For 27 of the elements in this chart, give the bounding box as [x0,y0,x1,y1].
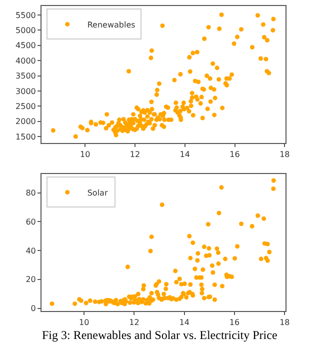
caption: Fig 3: Renewables and Solar vs. Electricity Price [42,328,278,342]
x-tick-label: 14 [180,150,190,159]
x-tick-label: 18 [280,318,290,327]
x-tick-label: 12 [130,150,140,159]
y-tick-label: 3500 [16,72,36,81]
y-tick-label: 2000 [16,117,36,126]
x-tick-label: 16 [230,150,240,159]
x-tick-label: 16 [229,318,240,327]
x-tick-label: 12 [129,318,140,327]
y-tick-label: 80 [26,188,36,198]
legend-label: Solar [87,188,108,198]
y-tick-label: 1500 [16,132,36,142]
y-tick-label: 5000 [16,26,36,36]
y-tick-label: 3000 [16,86,36,96]
y-tick-label: 40 [26,246,36,256]
x-tick-label: 14 [179,318,190,327]
y-tick-label: 4000 [16,56,36,66]
y-tick-label: 5500 [16,10,36,20]
x-tick-label: 10 [79,318,90,327]
y-tick-label: 60 [26,217,36,226]
x-tick-label: 10 [80,150,90,159]
y-tick-label: 2500 [16,102,36,111]
x-tick-label: 18 [280,150,290,159]
y-tick-label: 20 [26,275,36,284]
y-tick-label: 4500 [16,41,36,50]
y-tick-label: 0 [30,304,36,314]
legend-label: Renewables [87,20,136,30]
